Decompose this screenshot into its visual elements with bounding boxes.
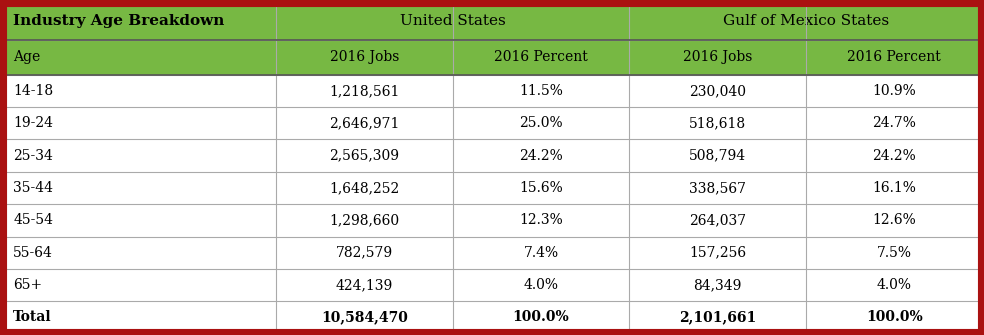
- Bar: [630, 75, 806, 107]
- Bar: [1, 139, 277, 172]
- Bar: [277, 204, 453, 237]
- Text: 424,139: 424,139: [336, 278, 393, 292]
- Text: 15.6%: 15.6%: [520, 181, 563, 195]
- Bar: [277, 237, 453, 269]
- Bar: [1, 107, 277, 139]
- Text: Gulf of Mexico States: Gulf of Mexico States: [723, 14, 890, 27]
- Text: Total: Total: [13, 311, 52, 324]
- Bar: [453, 301, 630, 334]
- Bar: [806, 75, 983, 107]
- Text: 782,579: 782,579: [336, 246, 393, 260]
- Text: 157,256: 157,256: [689, 246, 746, 260]
- Bar: [630, 107, 806, 139]
- Bar: [453, 107, 630, 139]
- Text: 2,565,309: 2,565,309: [330, 149, 400, 163]
- Bar: [453, 139, 630, 172]
- Bar: [630, 1, 983, 40]
- Bar: [806, 237, 983, 269]
- Bar: [806, 139, 983, 172]
- Text: 12.6%: 12.6%: [873, 213, 916, 227]
- Bar: [806, 107, 983, 139]
- Text: 2,646,971: 2,646,971: [330, 116, 400, 130]
- Bar: [277, 172, 453, 204]
- Text: 65+: 65+: [13, 278, 42, 292]
- Text: 25-34: 25-34: [13, 149, 53, 163]
- Bar: [630, 40, 806, 75]
- Text: 4.0%: 4.0%: [523, 278, 559, 292]
- Text: 19-24: 19-24: [13, 116, 53, 130]
- Text: 7.5%: 7.5%: [877, 246, 912, 260]
- Bar: [630, 269, 806, 301]
- Bar: [630, 204, 806, 237]
- Text: 10,584,470: 10,584,470: [321, 311, 408, 324]
- Text: 230,040: 230,040: [689, 84, 746, 98]
- Bar: [277, 269, 453, 301]
- Bar: [630, 237, 806, 269]
- Text: 2016 Jobs: 2016 Jobs: [683, 50, 753, 64]
- Text: 518,618: 518,618: [689, 116, 746, 130]
- Bar: [277, 139, 453, 172]
- Bar: [1, 237, 277, 269]
- Text: 24.2%: 24.2%: [873, 149, 916, 163]
- Text: 2,101,661: 2,101,661: [679, 311, 757, 324]
- Bar: [1, 301, 277, 334]
- Bar: [1, 204, 277, 237]
- Text: 84,349: 84,349: [694, 278, 742, 292]
- Bar: [453, 75, 630, 107]
- Bar: [806, 204, 983, 237]
- Bar: [806, 40, 983, 75]
- Bar: [277, 301, 453, 334]
- Text: 11.5%: 11.5%: [520, 84, 563, 98]
- Text: 10.9%: 10.9%: [873, 84, 916, 98]
- Text: 1,218,561: 1,218,561: [330, 84, 400, 98]
- Text: 24.7%: 24.7%: [873, 116, 916, 130]
- Text: 35-44: 35-44: [13, 181, 53, 195]
- Text: 2016 Percent: 2016 Percent: [847, 50, 941, 64]
- Bar: [277, 75, 453, 107]
- Text: Age: Age: [13, 50, 40, 64]
- Bar: [1, 40, 277, 75]
- Bar: [277, 1, 630, 40]
- Text: 24.2%: 24.2%: [520, 149, 563, 163]
- Bar: [453, 269, 630, 301]
- Bar: [806, 172, 983, 204]
- Text: 25.0%: 25.0%: [520, 116, 563, 130]
- Text: 2016 Jobs: 2016 Jobs: [330, 50, 400, 64]
- Text: 2016 Percent: 2016 Percent: [494, 50, 587, 64]
- Text: 338,567: 338,567: [689, 181, 746, 195]
- Text: 264,037: 264,037: [689, 213, 746, 227]
- Text: 1,298,660: 1,298,660: [330, 213, 400, 227]
- Text: 16.1%: 16.1%: [873, 181, 916, 195]
- Text: 7.4%: 7.4%: [523, 246, 559, 260]
- Bar: [277, 107, 453, 139]
- Bar: [453, 204, 630, 237]
- Bar: [1, 75, 277, 107]
- Text: United States: United States: [400, 14, 506, 27]
- Bar: [806, 269, 983, 301]
- Bar: [453, 40, 630, 75]
- Bar: [630, 172, 806, 204]
- Text: 55-64: 55-64: [13, 246, 53, 260]
- Text: 508,794: 508,794: [689, 149, 746, 163]
- Text: 4.0%: 4.0%: [877, 278, 912, 292]
- Text: 100.0%: 100.0%: [513, 311, 570, 324]
- Bar: [277, 40, 453, 75]
- Bar: [453, 172, 630, 204]
- Bar: [630, 301, 806, 334]
- Text: 12.3%: 12.3%: [520, 213, 563, 227]
- Bar: [630, 139, 806, 172]
- Text: 45-54: 45-54: [13, 213, 53, 227]
- Bar: [1, 172, 277, 204]
- Bar: [453, 237, 630, 269]
- Text: 1,648,252: 1,648,252: [330, 181, 400, 195]
- Bar: [1, 1, 277, 40]
- Text: 14-18: 14-18: [13, 84, 53, 98]
- Bar: [806, 301, 983, 334]
- Text: 100.0%: 100.0%: [866, 311, 923, 324]
- Text: Industry Age Breakdown: Industry Age Breakdown: [13, 14, 224, 27]
- Bar: [1, 269, 277, 301]
